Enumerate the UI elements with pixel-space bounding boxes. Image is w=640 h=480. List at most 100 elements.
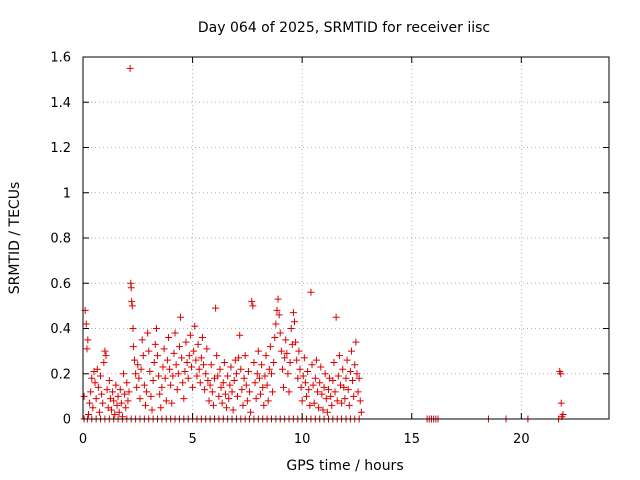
data-point bbox=[311, 374, 319, 382]
data-point bbox=[557, 399, 565, 407]
y-tick-label: 0.6 bbox=[50, 277, 71, 292]
data-point bbox=[163, 356, 171, 364]
data-point bbox=[320, 383, 328, 391]
data-point bbox=[300, 354, 308, 362]
data-point bbox=[134, 361, 142, 369]
data-point bbox=[331, 388, 339, 396]
data-point bbox=[298, 397, 306, 405]
data-point bbox=[299, 372, 307, 380]
data-point bbox=[103, 386, 111, 394]
data-point bbox=[190, 347, 198, 355]
data-point bbox=[195, 365, 203, 373]
data-point bbox=[111, 410, 119, 418]
x-axis-label: GPS time / hours bbox=[286, 458, 403, 474]
data-point bbox=[277, 347, 285, 355]
data-point bbox=[244, 367, 252, 375]
data-point bbox=[220, 358, 228, 366]
data-point bbox=[229, 406, 237, 414]
data-point bbox=[260, 401, 268, 409]
data-point bbox=[114, 392, 122, 400]
data-point bbox=[250, 358, 258, 366]
y-tick-label: 1 bbox=[63, 186, 71, 201]
data-point bbox=[266, 343, 274, 351]
data-point bbox=[94, 383, 102, 391]
data-point bbox=[159, 363, 167, 371]
data-point bbox=[287, 325, 295, 332]
x-tick-label: 0 bbox=[79, 432, 87, 447]
data-point bbox=[209, 401, 217, 409]
data-point bbox=[158, 383, 166, 391]
data-point bbox=[353, 370, 361, 378]
data-point bbox=[241, 352, 249, 360]
data-point bbox=[179, 379, 187, 387]
data-point bbox=[189, 383, 197, 391]
data-point bbox=[308, 361, 316, 369]
data-point bbox=[217, 383, 225, 391]
data-point bbox=[270, 358, 278, 366]
axis-ticks: 0 0.2 0.4 0.6 0.8 1 1.2 1.4 1.6 0 5 10 15 20 bbox=[50, 51, 609, 447]
data-point bbox=[115, 408, 123, 416]
data-point bbox=[235, 354, 243, 362]
data-point bbox=[330, 358, 338, 366]
data-point bbox=[206, 381, 214, 389]
data-point bbox=[133, 383, 141, 391]
data-point bbox=[349, 377, 357, 385]
data-point bbox=[164, 334, 172, 342]
data-point bbox=[197, 354, 205, 362]
data-point bbox=[286, 358, 294, 366]
data-point bbox=[125, 388, 133, 396]
data-point bbox=[295, 347, 303, 355]
y-tick-label: 0.2 bbox=[50, 367, 71, 382]
data-point bbox=[321, 370, 329, 378]
data-point bbox=[294, 374, 302, 382]
data-point bbox=[316, 379, 324, 387]
data-point bbox=[275, 311, 283, 319]
data-point bbox=[121, 390, 129, 398]
data-point bbox=[107, 406, 115, 414]
data-point bbox=[357, 408, 365, 416]
data-point bbox=[80, 392, 88, 400]
data-point bbox=[280, 383, 288, 391]
data-point bbox=[151, 340, 159, 348]
x-tick-label: 15 bbox=[403, 432, 420, 447]
data-point bbox=[178, 354, 186, 362]
data-point bbox=[213, 352, 221, 360]
data-point bbox=[254, 347, 262, 355]
data-point bbox=[202, 370, 210, 378]
data-point bbox=[251, 379, 259, 387]
data-point bbox=[240, 374, 248, 382]
data-point bbox=[238, 386, 246, 394]
data-point bbox=[122, 404, 130, 412]
data-point bbox=[140, 381, 148, 389]
data-point bbox=[228, 388, 236, 396]
data-point bbox=[148, 406, 156, 414]
data-point bbox=[128, 302, 136, 310]
data-point bbox=[356, 397, 364, 405]
data-point bbox=[129, 343, 137, 351]
data-point bbox=[84, 410, 92, 418]
grid bbox=[83, 57, 609, 419]
data-point bbox=[174, 370, 182, 378]
y-tick-label: 1.4 bbox=[50, 96, 71, 111]
data-point bbox=[127, 284, 135, 292]
data-point bbox=[234, 392, 242, 400]
data-point bbox=[168, 399, 176, 407]
data-point bbox=[354, 388, 362, 396]
data-point bbox=[105, 377, 113, 385]
data-point bbox=[317, 363, 325, 371]
data-point bbox=[264, 397, 272, 405]
data-points bbox=[80, 64, 567, 423]
data-point bbox=[310, 399, 318, 407]
data-point bbox=[205, 397, 213, 405]
data-point bbox=[223, 404, 231, 412]
data-point bbox=[315, 404, 323, 412]
data-point bbox=[166, 365, 174, 373]
data-point bbox=[162, 397, 170, 405]
data-point bbox=[355, 374, 363, 382]
data-point bbox=[139, 352, 147, 360]
data-point bbox=[185, 352, 193, 360]
data-point bbox=[345, 401, 353, 409]
data-point bbox=[201, 386, 209, 394]
data-point bbox=[283, 349, 291, 357]
